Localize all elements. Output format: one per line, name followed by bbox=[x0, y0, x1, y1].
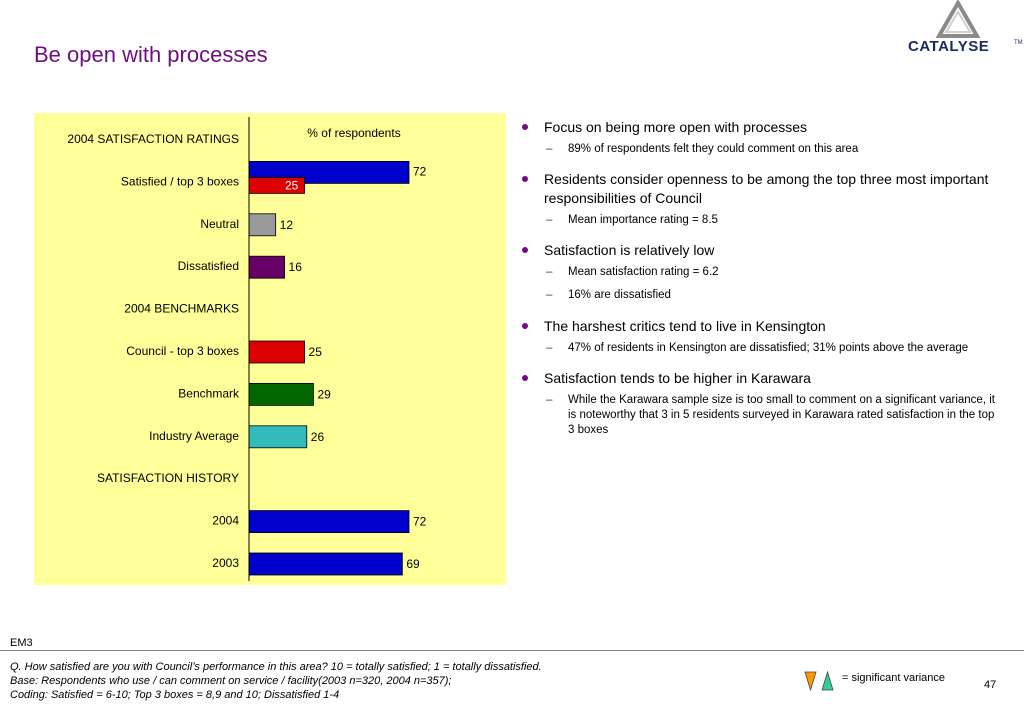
catalyse-logo: CATALYSE TM bbox=[908, 0, 1024, 60]
slide-title: Be open with processes bbox=[34, 42, 268, 67]
sub-bullet: – Mean satisfaction rating = 6.2 bbox=[544, 265, 1000, 280]
bullet-item: Satisfaction tends to be higher in Karaw… bbox=[520, 369, 1000, 438]
bullet-text: The harshest critics tend to live in Ken… bbox=[544, 318, 826, 334]
sub-bullet-text: 47% of residents in Kensington are dissa… bbox=[568, 342, 969, 354]
triangle-logo-icon bbox=[935, 0, 981, 38]
category-label: 2003 bbox=[212, 556, 239, 570]
section-header: 2004 SATISFACTION RATINGS bbox=[67, 132, 239, 146]
category-label: Satisfied / top 3 boxes bbox=[121, 174, 239, 188]
bar bbox=[248, 425, 308, 449]
bar bbox=[248, 213, 277, 237]
dash-icon: – bbox=[546, 214, 553, 226]
bullet-text: Residents consider openness to be among … bbox=[544, 171, 989, 206]
footnotes: Q. How satisfied are you with Council’s … bbox=[10, 660, 542, 702]
legend-text: = significant variance bbox=[842, 672, 946, 684]
dash-icon: – bbox=[546, 266, 553, 278]
bar-value-label: 26 bbox=[311, 430, 325, 444]
significance-legend: = significant variance bbox=[804, 670, 974, 692]
bar-value-label: 16 bbox=[289, 260, 303, 274]
sub-bullet: – 47% of residents in Kensington are diss… bbox=[544, 341, 1000, 356]
bar-value-label: 25 bbox=[285, 178, 299, 192]
bullet-item: Focus on being more open with processes –… bbox=[520, 118, 1000, 157]
bullet-list: Focus on being more open with processes –… bbox=[520, 118, 1000, 451]
sub-bullet-text: While the Karawara sample size is too sm… bbox=[568, 394, 995, 436]
section-header: 2004 BENCHMARKS bbox=[124, 302, 239, 316]
bullet-text: Focus on being more open with processes bbox=[544, 119, 808, 135]
category-label: Benchmark bbox=[178, 386, 240, 400]
sub-bullet: – 89% of respondents felt they could comm… bbox=[544, 142, 1000, 157]
bullet-dot-icon bbox=[522, 124, 528, 130]
bar-value-label: 72 bbox=[413, 164, 427, 178]
logo-trademark: TM bbox=[1014, 40, 1023, 46]
dash-icon: – bbox=[546, 394, 553, 406]
sub-bullet: – 16% are dissatisfied bbox=[544, 288, 1000, 303]
slide-code: EM3 bbox=[10, 637, 33, 649]
bar bbox=[248, 382, 314, 406]
down-triangle-icon bbox=[804, 671, 817, 692]
bullet-item: Residents consider openness to be among … bbox=[520, 170, 1000, 228]
page-number: 47 bbox=[984, 679, 997, 691]
category-label: Dissatisfied bbox=[178, 259, 239, 273]
dash-icon: – bbox=[546, 289, 553, 301]
footnote-question: Q. How satisfied are you with Council’s … bbox=[10, 661, 542, 673]
dash-icon: – bbox=[546, 342, 553, 354]
bullet-item: Satisfaction is relatively low – Mean sati… bbox=[520, 241, 1000, 303]
sub-bullet-text: 89% of respondents felt they could comme… bbox=[568, 143, 859, 155]
dash-icon: – bbox=[546, 143, 553, 155]
bar bbox=[248, 255, 285, 279]
section-header: SATISFACTION HISTORY bbox=[97, 471, 239, 485]
sub-bullet-text: Mean satisfaction rating = 6.2 bbox=[568, 266, 719, 278]
sub-bullet: – Mean importance rating = 8.5 bbox=[544, 213, 1000, 228]
sub-bullet: – While the Karawara sample size is too s… bbox=[544, 393, 1000, 438]
bullet-dot-icon bbox=[522, 247, 528, 253]
bullet-text: Satisfaction tends to be higher in Karaw… bbox=[544, 370, 811, 386]
bar bbox=[248, 552, 403, 576]
bar-chart: % of respondents 2004 SATISFACTION RATING… bbox=[34, 113, 506, 585]
bar-value-label: 29 bbox=[317, 387, 331, 401]
bullet-dot-icon bbox=[522, 323, 528, 329]
variance-triangles-icon bbox=[804, 670, 834, 692]
bar-chart-svg: % of respondents 2004 SATISFACTION RATING… bbox=[67, 117, 427, 581]
logo-text: CATALYSE bbox=[908, 38, 990, 55]
bullet-text: Satisfaction is relatively low bbox=[544, 242, 715, 258]
category-label: Industry Average bbox=[149, 429, 239, 443]
bar-value-label: 12 bbox=[280, 218, 294, 232]
bullet-dot-icon bbox=[522, 176, 528, 182]
bullet-dot-icon bbox=[522, 375, 528, 381]
bar-value-label: 72 bbox=[413, 515, 427, 529]
bar-value-label: 25 bbox=[309, 345, 323, 359]
category-label: Neutral bbox=[200, 217, 239, 231]
bar-value-label: 69 bbox=[406, 557, 420, 571]
sub-bullet-text: 16% are dissatisfied bbox=[568, 289, 671, 301]
footnote-coding: Coding: Satisfied = 6-10; Top 3 boxes = … bbox=[10, 689, 340, 701]
footnote-base: Base: Respondents who use / can comment … bbox=[10, 675, 452, 687]
category-label: Council - top 3 boxes bbox=[126, 344, 239, 358]
chart-subtitle: % of respondents bbox=[307, 126, 400, 140]
bar bbox=[248, 510, 410, 534]
bar bbox=[248, 340, 305, 364]
footer-divider bbox=[0, 650, 1024, 651]
up-triangle-icon bbox=[821, 670, 834, 691]
bullet-item: The harshest critics tend to live in Ken… bbox=[520, 317, 1000, 356]
category-label: 2004 bbox=[212, 514, 239, 528]
sub-bullet-text: Mean importance rating = 8.5 bbox=[568, 214, 718, 226]
